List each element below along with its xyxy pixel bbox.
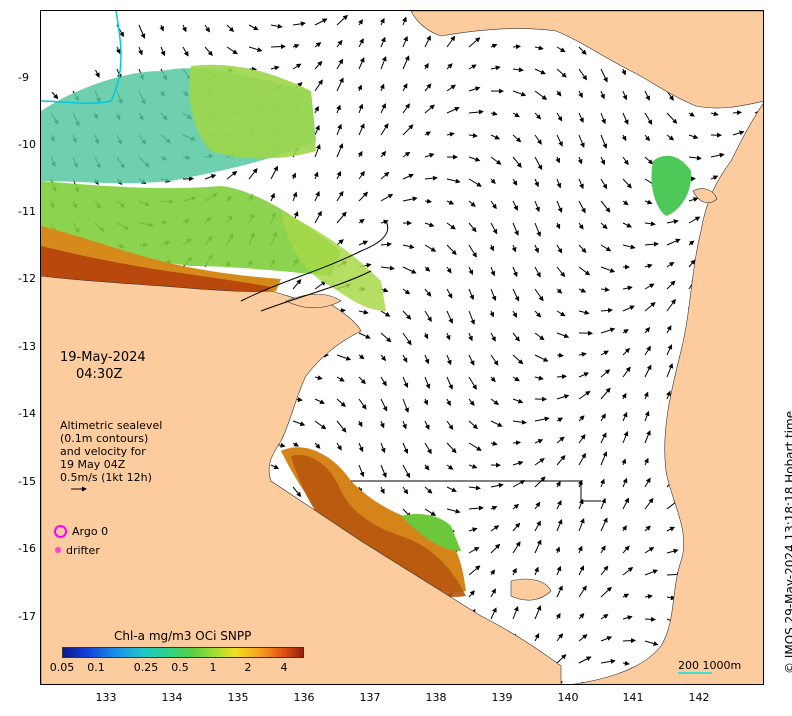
lat-tick: -15: [18, 475, 36, 488]
colorbar-tick: 1: [209, 661, 217, 674]
map-canvas: [41, 11, 763, 684]
colorbar-tick: 4: [280, 661, 288, 674]
sealevel-contours: [240, 220, 601, 502]
legend-line: Altimetric sealevel: [60, 419, 163, 432]
lon-tick: 142: [688, 691, 710, 704]
depth-scale-label: 200 1000m: [678, 659, 742, 672]
colorbar: [62, 647, 304, 658]
legend-line: (0.1m contours): [60, 432, 149, 445]
argo-marker-icon: [54, 525, 67, 538]
map-date: 19-May-2024: [60, 350, 146, 365]
lat-tick: -17: [18, 610, 36, 623]
lon-tick: 139: [491, 691, 513, 704]
argo-label: Argo 0: [72, 525, 109, 538]
lon-tick: 138: [425, 691, 447, 704]
lon-tick: 136: [293, 691, 315, 704]
land-layer: [41, 11, 763, 684]
depth-scale-bar: [678, 672, 712, 674]
colorbar-tick: 2: [244, 661, 252, 674]
colorbar-tick: 0.1: [87, 661, 105, 674]
legend-line: and velocity for: [60, 445, 146, 458]
map-time: 04:30Z: [76, 367, 123, 382]
colorbar-tick: 0.5: [171, 661, 189, 674]
lon-tick: 135: [227, 691, 249, 704]
drifter-marker-icon: [55, 547, 61, 553]
lat-tick: -13: [18, 340, 36, 353]
lon-tick: 134: [161, 691, 183, 704]
drifter-label: drifter: [66, 544, 100, 557]
velocity-scale-arrow: [71, 486, 87, 492]
colorbar-tick: 0.05: [49, 661, 75, 674]
lat-tick: -14: [18, 407, 36, 420]
colorbar-tick: 0.25: [133, 661, 159, 674]
lat-tick: -16: [18, 542, 36, 555]
lon-tick: 140: [557, 691, 579, 704]
lat-tick: -11: [18, 205, 36, 218]
lon-tick: 133: [95, 691, 117, 704]
map-panel[interactable]: [40, 10, 764, 685]
colorbar-title: Chl-a mg/m3 OCi SNPP: [114, 629, 252, 643]
lat-tick: -10: [18, 138, 36, 151]
river-line: [41, 11, 122, 104]
credit-text: © IMOS 29-May-2024 13:18:18 Hobart time: [783, 410, 792, 674]
legend-line: 19 May 04Z: [60, 458, 126, 471]
lat-tick: -12: [18, 272, 36, 285]
lon-tick: 141: [622, 691, 644, 704]
legend-line: 0.5m/s (1kt 12h): [60, 471, 152, 484]
lon-tick: 137: [359, 691, 381, 704]
lat-tick: -9: [18, 71, 29, 84]
chlorophyll-layer: [41, 64, 692, 597]
